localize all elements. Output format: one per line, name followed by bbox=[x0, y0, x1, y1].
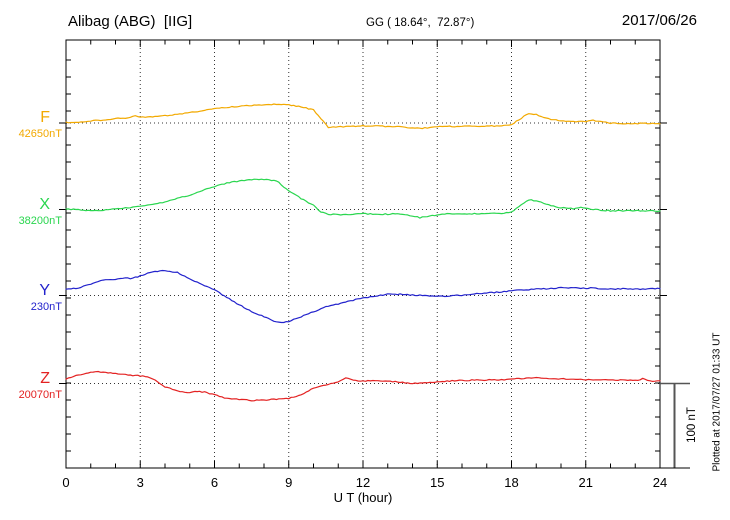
channel-labels: F 42650nT X 38200nT Y 230nT Z 20070nT bbox=[0, 0, 70, 520]
station-title: Alibag (ABG) [IIG] bbox=[68, 13, 193, 30]
x-tick-label-9: 9 bbox=[285, 475, 293, 490]
trace-Z bbox=[65, 370, 661, 402]
x-tick-label-21: 21 bbox=[578, 475, 593, 490]
plot-frame bbox=[65, 39, 661, 469]
channel-letter-Z: Z bbox=[40, 369, 50, 387]
channel-baseline-value-Y: 230nT bbox=[30, 300, 62, 313]
channel-baseline-value-X: 38200nT bbox=[18, 214, 62, 227]
x-tick-label-6: 6 bbox=[210, 475, 219, 490]
channel-baseline-value-F: 42650nT bbox=[18, 128, 62, 140]
x-tick-label-18: 18 bbox=[504, 475, 519, 490]
x-tick-label-15: 15 bbox=[430, 475, 445, 490]
x-tick-label-3: 3 bbox=[136, 475, 144, 490]
scale-bar-label: 100 nT bbox=[686, 407, 698, 443]
plotted-at-timestamp: Plotted at 2017/07/27 01:33 UT bbox=[711, 332, 723, 472]
x-axis-tick-labels: 0 3 6 9 12 15 18 21 24 bbox=[0, 475, 730, 493]
channel-baseline-value-Z: 20070nT bbox=[18, 388, 62, 401]
x-tick-label-12: 12 bbox=[355, 475, 371, 490]
trace-Y bbox=[65, 269, 661, 324]
x-tick-label-24: 24 bbox=[652, 475, 668, 490]
channel-letter-Y: Y bbox=[39, 281, 50, 299]
channel-letter-F: F bbox=[40, 109, 50, 126]
x-axis-title: U T (hour) bbox=[333, 490, 393, 505]
trace-F bbox=[65, 103, 661, 130]
x-tick-label-0: 0 bbox=[62, 475, 70, 490]
plot-date: 2017/06/26 bbox=[621, 12, 697, 29]
geographic-coords: GG ( 18.64°, 72.87°) bbox=[366, 17, 475, 29]
channel-letter-X: X bbox=[39, 195, 50, 213]
trace-X bbox=[65, 178, 661, 219]
